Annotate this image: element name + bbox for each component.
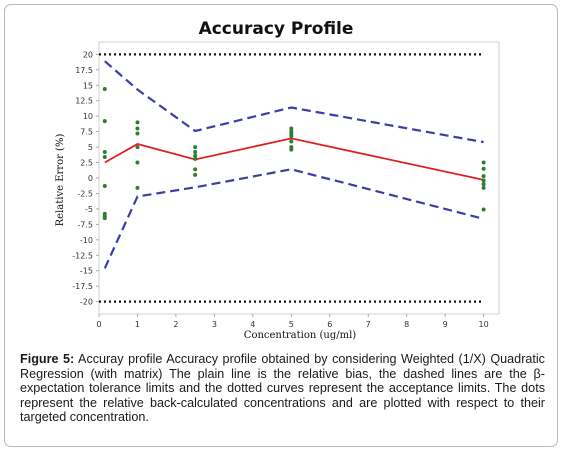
caption-text: Accuray profile Accuracy profile obtaine… <box>20 352 545 425</box>
x-tick-label: 4 <box>250 320 255 329</box>
data-point <box>481 178 486 183</box>
caption-label: Figure 5: <box>20 352 75 366</box>
y-tick-label: 12.5 <box>75 97 93 106</box>
data-point <box>193 150 198 155</box>
y-tick-label: -7.5 <box>77 220 93 229</box>
y-tick-label: 20 <box>83 50 93 59</box>
y-tick-label: 15 <box>83 81 93 90</box>
y-tick-label: 2.5 <box>80 159 93 168</box>
data-point <box>135 185 140 190</box>
data-point <box>135 120 140 125</box>
data-point <box>193 156 198 161</box>
chart-title: Accuracy Profile <box>199 19 354 39</box>
relative-bias-line <box>104 137 484 181</box>
x-tick-label: 8 <box>404 320 409 329</box>
x-tick-label: 3 <box>212 320 217 329</box>
figure-frame <box>4 4 558 447</box>
series-layer <box>99 53 484 303</box>
data-point <box>135 145 140 150</box>
tolerance-limit-line <box>104 60 484 144</box>
data-point <box>481 166 486 171</box>
data-point <box>102 119 107 124</box>
y-tick-label: -17.5 <box>72 282 93 291</box>
data-point <box>481 174 486 179</box>
x-tick-label: 10 <box>479 320 489 329</box>
y-tick-label: 5 <box>88 143 93 152</box>
figure-caption: Figure 5: Accuray profile Accuracy profi… <box>20 352 545 425</box>
y-tick-label: -2.5 <box>77 189 93 198</box>
y-tick-label: 0 <box>88 174 93 183</box>
x-axis-label: Concentration (ug/ml) <box>244 330 356 341</box>
y-tick-label: -15 <box>80 267 93 276</box>
data-point <box>289 147 294 152</box>
data-point <box>135 131 140 136</box>
data-point <box>102 86 107 91</box>
tolerance-limit-line <box>103 168 484 269</box>
y-tick-label: -20 <box>80 298 93 307</box>
data-point <box>102 154 107 159</box>
data-points-layer <box>102 86 486 221</box>
x-tick-label: 0 <box>96 320 101 329</box>
data-point <box>135 126 140 131</box>
y-axis-label: Relative Error (%) <box>55 134 66 227</box>
data-point <box>193 153 198 158</box>
data-point <box>289 131 294 136</box>
data-point <box>102 184 107 189</box>
plot-area-frame <box>98 41 500 315</box>
data-point <box>481 185 486 190</box>
x-tick-label: 5 <box>289 320 294 329</box>
x-tick-label: 6 <box>327 320 332 329</box>
y-tick-label: 10 <box>83 112 93 121</box>
x-tick-label: 1 <box>135 320 140 329</box>
x-tick-label: 7 <box>366 320 371 329</box>
accuracy-profile-chart: Accuracy Profile 2017.51512.5107.552.50-… <box>55 19 500 341</box>
y-axis-ticks: 20 17.5 15 12.5 10 7.5 5 2.5 0 -2.5 -5 -7.5 -10 -12.5… <box>72 50 99 307</box>
data-point <box>135 160 140 165</box>
data-point <box>481 160 486 165</box>
y-tick-label: -12.5 <box>72 251 93 260</box>
data-point <box>193 145 198 150</box>
data-point <box>193 172 198 177</box>
x-tick-label: 9 <box>443 320 448 329</box>
data-point <box>102 150 107 155</box>
data-point <box>289 139 294 144</box>
data-point <box>289 126 294 131</box>
y-tick-label: -10 <box>80 236 93 245</box>
y-tick-label: 17.5 <box>75 66 93 75</box>
y-tick-label: 7.5 <box>80 128 93 137</box>
data-point <box>102 214 107 219</box>
data-point <box>481 207 486 212</box>
y-tick-label: -5 <box>85 205 93 214</box>
x-tick-label: 2 <box>173 320 178 329</box>
data-point <box>481 182 486 187</box>
x-axis-ticks: 0 1 2 3 4 5 6 7 8 9 10 <box>96 314 489 329</box>
data-point <box>193 167 198 172</box>
